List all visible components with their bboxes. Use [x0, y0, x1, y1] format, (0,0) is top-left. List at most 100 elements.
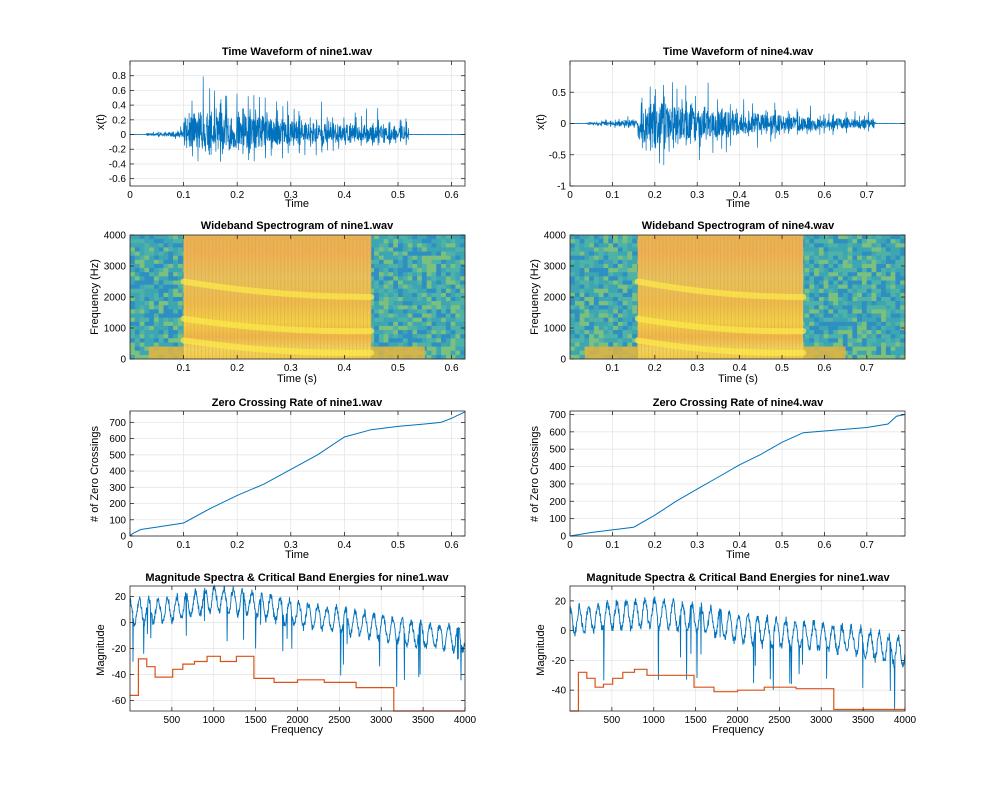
- spectrogram-cell: [412, 235, 418, 240]
- y-tick-label: 200: [109, 499, 126, 510]
- spectrogram-cell: [603, 259, 609, 265]
- spectrogram-cell: [833, 268, 839, 273]
- spectrogram-cell: [603, 292, 609, 298]
- spectrogram-cell: [818, 330, 824, 335]
- spectrogram-cell: [407, 284, 413, 289]
- spectrogram-cell: [450, 317, 456, 323]
- spectrogram-cell: [598, 334, 604, 339]
- spectrogram-cell: [613, 288, 619, 294]
- spectrogram-cell: [445, 251, 451, 256]
- spectrogram-cell: [627, 313, 633, 318]
- spectrogram-cell: [383, 272, 389, 277]
- spectrogram-cell: [398, 259, 404, 265]
- spectrogram-cell: [393, 239, 399, 244]
- spectrogram-cell: [861, 350, 867, 356]
- spectrogram-cell: [598, 276, 604, 281]
- spectrogram-cell: [579, 272, 585, 277]
- spectrogram-cell: [890, 288, 896, 294]
- spectrogram-cell: [622, 334, 628, 339]
- spectrogram-cell: [134, 268, 140, 273]
- spectrogram-cell: [177, 268, 183, 273]
- spectrogram-cell: [890, 325, 896, 331]
- spectrogram-cell: [402, 334, 408, 339]
- spectrogram-cell: [570, 288, 576, 294]
- spectrogram-cell: [158, 268, 164, 273]
- spectrogram-cell: [814, 259, 820, 265]
- spectrogram-cell: [378, 338, 384, 343]
- spectrogram-cell: [163, 317, 169, 323]
- spectrogram-cell: [130, 321, 136, 327]
- x-tick-label: 2500: [328, 715, 351, 726]
- spectrogram-cell: [144, 346, 150, 351]
- spectrogram-cell: [369, 301, 375, 306]
- spectrogram-cell: [402, 338, 408, 343]
- spectrogram-cell: [130, 280, 136, 285]
- spectrogram-cell: [632, 272, 638, 277]
- spectrogram-cell: [622, 330, 628, 335]
- spectrogram-cell: [426, 301, 432, 306]
- spectrogram-cell: [574, 305, 580, 310]
- spectrogram-cell: [173, 251, 179, 256]
- spectrogram-cell: [426, 268, 432, 273]
- spectrogram-cell: [814, 280, 820, 285]
- spectrogram-cell: [441, 338, 447, 343]
- spectrogram-cell: [130, 354, 136, 360]
- spectrogram-cell: [866, 301, 872, 306]
- spectrogram-cell: [881, 247, 887, 252]
- x-tick-label: 0.5: [391, 190, 405, 201]
- spectrogram-cell: [158, 255, 164, 261]
- chart-title: Zero Crossing Rate of nine1.wav: [212, 397, 383, 409]
- spectrogram-cell: [158, 330, 164, 335]
- spectrogram-cell: [876, 317, 882, 323]
- spectrogram-cell: [441, 325, 447, 331]
- spectrogram-cell: [613, 255, 619, 261]
- spectrogram-cell: [144, 263, 150, 269]
- spectrogram-cell: [139, 235, 145, 240]
- spectrogram-cell: [890, 272, 896, 277]
- y-tick-label: 100: [549, 514, 566, 525]
- spectrogram-cell: [861, 247, 867, 252]
- spectrogram-cell: [589, 263, 595, 269]
- spectrogram-cell: [574, 280, 580, 285]
- spectrogram-cell: [139, 288, 145, 294]
- spectrogram-cell: [809, 325, 815, 331]
- spectrogram-cell: [603, 239, 609, 244]
- spectrogram-cell: [378, 309, 384, 314]
- spectrogram-cell: [163, 259, 169, 265]
- spectrogram-cell: [163, 243, 169, 248]
- spectrogram-cell: [814, 305, 820, 310]
- spectrogram-cell: [603, 301, 609, 306]
- spectrogram-cell: [632, 305, 638, 310]
- spectrogram-cell: [589, 259, 595, 265]
- spectrogram-cell: [374, 292, 380, 298]
- spectrogram-cell: [402, 251, 408, 256]
- spectrogram-cell: [570, 350, 576, 356]
- spectrogram-cell: [163, 235, 169, 240]
- spectrogram-cell: [398, 280, 404, 285]
- spectrogram-cell: [388, 280, 394, 285]
- spectrogram-cell: [574, 317, 580, 323]
- spectrogram-cell: [421, 342, 427, 347]
- spectrogram-cell: [369, 342, 375, 347]
- spectrogram-cell: [417, 342, 423, 347]
- spectrogram-cell: [627, 309, 633, 314]
- spectrogram-cell: [890, 342, 896, 347]
- spectrogram-cell: [593, 305, 599, 310]
- spectrogram-cell: [632, 338, 638, 343]
- spectrogram-cell: [608, 292, 614, 298]
- spectrogram-cell: [857, 280, 863, 285]
- chart-title: Wideband Spectrogram of nine4.wav: [642, 220, 835, 232]
- spectrogram-cell: [421, 259, 427, 265]
- spectrogram-cell: [876, 354, 882, 360]
- spectrogram-cell: [158, 292, 164, 298]
- spectrogram-cell: [158, 247, 164, 252]
- spectrogram-cell: [823, 317, 829, 323]
- spectrogram-cell: [838, 239, 844, 244]
- chart-title: Magnitude Spectra & Critical Band Energi…: [586, 572, 890, 584]
- spectrogram-cell: [374, 309, 380, 314]
- spectrogram-cell: [139, 284, 145, 289]
- y-tick-label: 0: [120, 355, 126, 366]
- spectrogram-cell: [445, 263, 451, 269]
- spectrogram-cell: [177, 255, 183, 261]
- spectrogram-cell: [130, 288, 136, 294]
